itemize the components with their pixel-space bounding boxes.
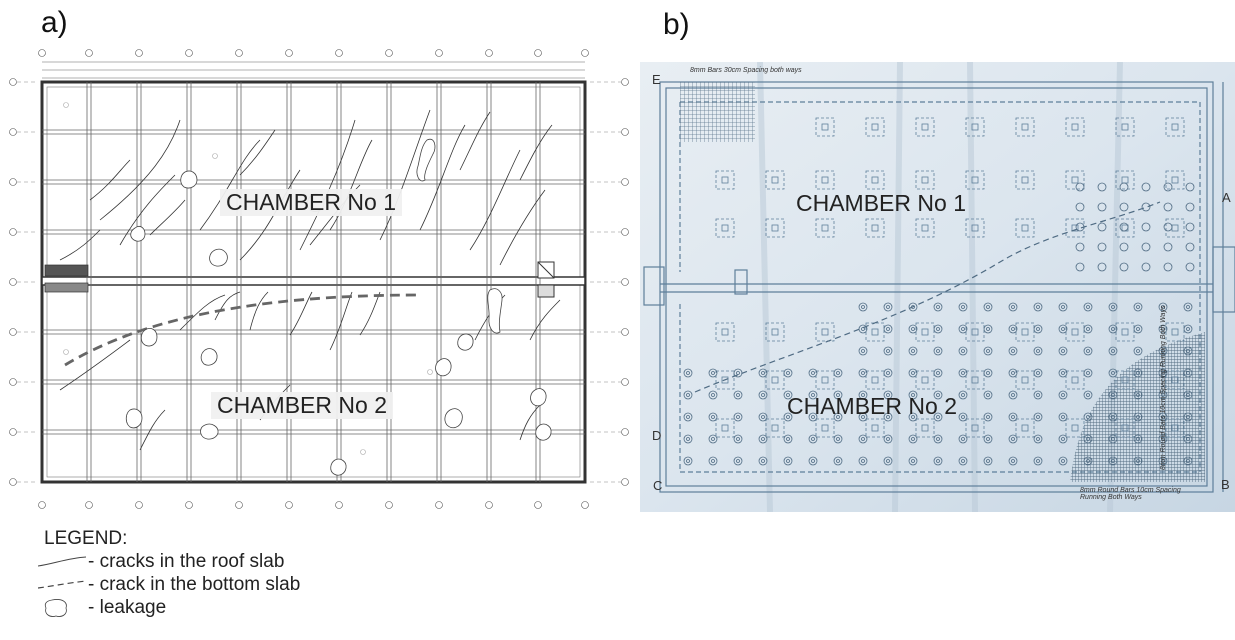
stair-block <box>44 264 89 293</box>
legend-text: - crack in the bottom slab <box>88 574 301 595</box>
legend-item-bottom-crack: - crack in the bottom slab <box>38 573 300 596</box>
edge-letter-b: B <box>1221 477 1230 492</box>
note-bottom: 8mm Round Bars 10cm Spacing Running Both… <box>1080 487 1181 501</box>
edge-letter-a: A <box>1222 190 1231 205</box>
legend-text: - cracks in the roof slab <box>88 551 285 572</box>
blob-outline-symbol <box>44 599 67 617</box>
edge-letter-d: D <box>652 428 662 443</box>
mesh-bottom-right <box>1070 332 1205 482</box>
legend-item-roof-crack: - cracks in the roof slab <box>38 550 300 573</box>
chamber-1-label-a: CHAMBER No 1 <box>220 189 402 216</box>
legend-item-leakage: - leakage <box>38 596 300 619</box>
legend-text: - leakage <box>88 597 167 618</box>
edge-letter-e: E <box>652 72 661 87</box>
edge-letter-c: C <box>653 478 663 493</box>
inlet-box <box>537 261 555 298</box>
panel-b-label: b) <box>663 8 690 41</box>
chamber-2-label-b: CHAMBER No 2 <box>787 393 957 419</box>
legend: LEGEND: - cracks in the roof slab - crac… <box>38 527 300 619</box>
chamber-1-label-b: CHAMBER No 1 <box>796 190 966 216</box>
plan-a-drawing <box>9 49 629 509</box>
panel-a-label: a) <box>41 6 68 39</box>
note-top: 8mm Bars 30cm Spacing both ways <box>690 67 802 74</box>
bottom-slab-crack <box>64 293 421 367</box>
legend-title: LEGEND: <box>44 528 128 549</box>
mesh-top-left <box>680 82 755 142</box>
note-side: 8mm Round Bars 10cm Spacing Running Both… <box>1160 305 1167 470</box>
dashed-line-symbol <box>38 580 87 589</box>
plan-b-blueprint <box>640 62 1235 512</box>
solid-line-symbol <box>38 556 87 567</box>
chamber-2-label-a: CHAMBER No 2 <box>211 392 393 419</box>
